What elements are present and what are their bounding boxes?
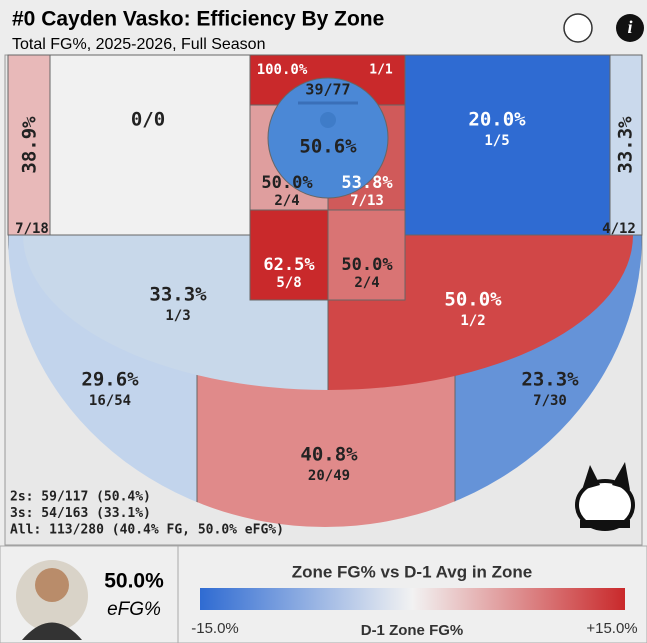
legend-title: Zone FG% vs D-1 Avg in Zone [292,562,533,581]
hoop [320,112,336,128]
efg-label: eFG% [107,599,161,620]
zone-pct: 38.9% [19,116,41,174]
legend-max: +15.0% [586,620,637,637]
zone-made-att: 2/4 [274,193,299,209]
zone-made-att: 1/3 [165,308,190,324]
zone-pct: 23.3% [521,369,579,391]
zone-pct: 53.8% [341,173,393,193]
stat-line: 3s: 54/163 (33.1%) [10,506,151,521]
title: #0 Cayden Vasko: Efficiency By Zone [12,8,384,31]
zone-made-att: 16/54 [89,393,131,409]
zone-pct: 33.3% [149,284,207,306]
zone-pct: 50.0% [261,173,313,193]
zone-made-att: 39/77 [305,81,350,99]
zone-made-att: 5/8 [276,275,301,291]
zone-made-att: 0/0 [131,109,165,131]
zone-made-att: 20/49 [308,468,350,484]
logo-collar [580,520,630,528]
zone-made-att: 7/18 [15,221,49,237]
zone-pct: 50.0% [341,255,393,275]
toggle-icon[interactable] [564,14,592,42]
legend-gradient [200,588,625,610]
stat-line: All: 113/280 (40.4% FG, 50.0% eFG%) [10,523,284,538]
zone-made-att: 7/30 [533,393,567,409]
zone-pct: 50.0% [444,289,502,311]
zone-made-att: 7/13 [350,193,384,209]
shot-chart: #0 Cayden Vasko: Efficiency By Zone Tota… [0,0,647,643]
zone-pct: 50.6% [299,136,357,158]
legend-min: -15.0% [191,620,239,637]
stat-line: 2s: 59/117 (50.4%) [10,490,151,505]
efg-value: 50.0% [104,570,164,593]
zone-made-att: 1/1 [369,63,393,78]
player-face [35,568,69,602]
legend-center: D-1 Zone FG% [361,622,464,639]
zone-pct: 62.5% [263,255,315,275]
zone-pct: 33.3% [615,116,637,174]
subtitle: Total FG%, 2025-2026, Full Season [12,36,265,53]
zone-made-att: 1/5 [484,133,509,149]
zone-pct: 100.0% [257,62,308,78]
zone-made-att: 4/12 [602,221,636,237]
zone-made-att: 2/4 [354,275,379,291]
zone-made-att: 1/2 [460,313,485,329]
info-glyph: i [627,17,632,37]
zone-pct: 40.8% [300,444,358,466]
zone-pct: 29.6% [81,369,139,391]
zone [50,55,250,235]
zone-pct: 20.0% [468,109,526,131]
